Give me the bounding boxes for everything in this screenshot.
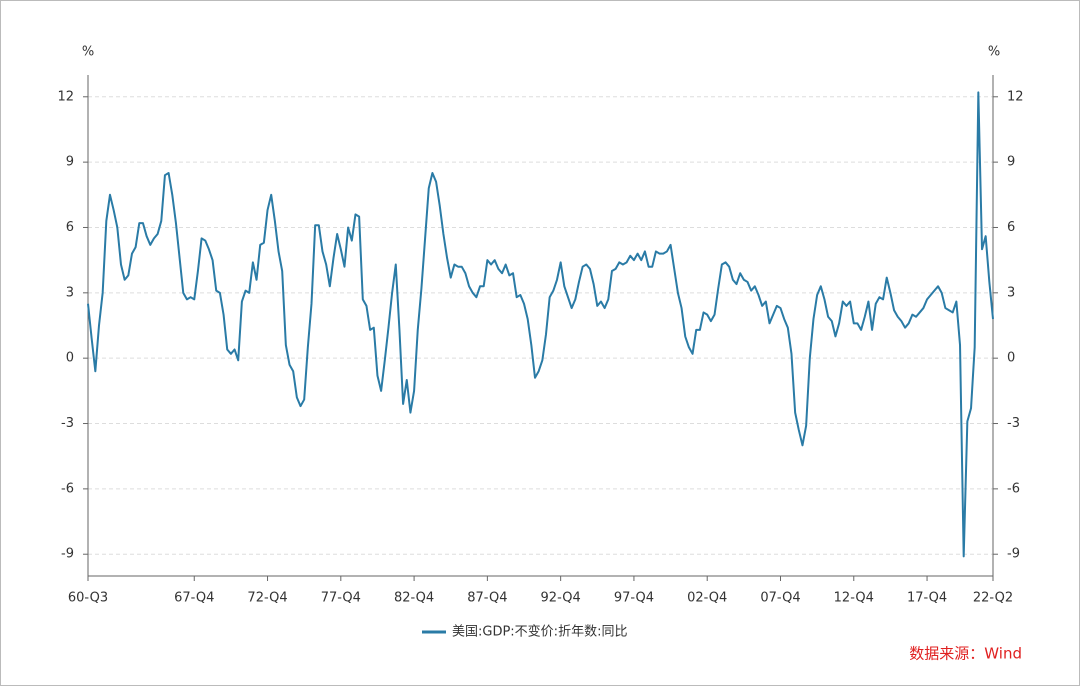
y2-tick-label: -3 bbox=[1007, 416, 1020, 431]
y2-axis-unit: % bbox=[988, 45, 1000, 60]
source-note: 数据来源：Wind bbox=[909, 645, 1022, 663]
y-tick-label: -3 bbox=[61, 416, 74, 431]
y2-tick-label: -6 bbox=[1007, 481, 1020, 496]
x-tick-label: 87-Q4 bbox=[467, 591, 507, 606]
y-tick-label: -9 bbox=[61, 547, 74, 562]
x-tick-label: 02-Q4 bbox=[687, 591, 727, 606]
y-tick-label: 6 bbox=[66, 220, 74, 235]
y-tick-label: -6 bbox=[61, 481, 74, 496]
y2-tick-label: 6 bbox=[1007, 220, 1015, 235]
x-tick-label: 92-Q4 bbox=[541, 591, 581, 606]
x-tick-label: 07-Q4 bbox=[760, 591, 800, 606]
series-line bbox=[87, 91, 994, 558]
y2-tick-label: 12 bbox=[1007, 89, 1024, 104]
y-tick-label: 12 bbox=[57, 89, 74, 104]
y-axis-unit: % bbox=[82, 45, 94, 60]
y2-tick-label: 9 bbox=[1007, 155, 1015, 170]
y-tick-label: 0 bbox=[66, 351, 74, 366]
x-tick-label: 97-Q4 bbox=[614, 591, 654, 606]
x-tick-label: 82-Q4 bbox=[394, 591, 434, 606]
y2-tick-label: 3 bbox=[1007, 285, 1015, 300]
y2-tick-label: -9 bbox=[1007, 547, 1020, 562]
x-tick-label: 12-Q4 bbox=[834, 591, 874, 606]
x-tick-label: 77-Q4 bbox=[321, 591, 361, 606]
x-tick-label: 17-Q4 bbox=[907, 591, 947, 606]
x-tick-label: 22-Q2 bbox=[973, 591, 1013, 606]
x-tick-label: 60-Q3 bbox=[68, 591, 108, 606]
legend-label: 美国:GDP:不变价:折年数:同比 bbox=[452, 624, 627, 640]
x-tick-label: 72-Q4 bbox=[247, 591, 287, 606]
x-tick-label: 67-Q4 bbox=[174, 591, 214, 606]
y-tick-label: 9 bbox=[66, 155, 74, 170]
y2-tick-label: 0 bbox=[1007, 351, 1015, 366]
y-tick-label: 3 bbox=[66, 285, 74, 300]
